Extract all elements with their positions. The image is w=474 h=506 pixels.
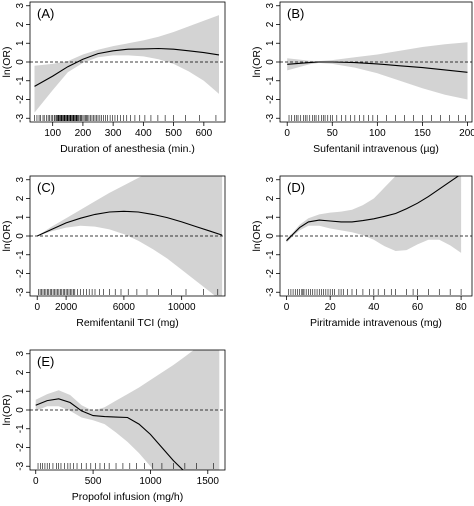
panel-c-y-tick-label: 0 — [15, 233, 26, 239]
panel-b-x-tick-label: 100 — [369, 128, 386, 139]
panel-a-plot-area — [30, 15, 225, 121]
panel-b-confidence-band — [287, 42, 468, 100]
panel-e-estimate-curve — [35, 398, 184, 470]
panel-e-panel-label: (E) — [37, 354, 54, 369]
panel-b-estimate-curve — [287, 61, 468, 73]
panel-c-y-tick-label: 2 — [15, 195, 26, 201]
panel-b: -3 -2 -1 0 1 2 3 0 50 100 150 200 Sufentanil intrave… — [251, 1, 474, 155]
panel-d-x-tick-label: 80 — [456, 302, 468, 313]
panel-d-x-axis-label: Piritramide intravenous (mg) — [310, 317, 442, 329]
panel-c-y-tick-label: -3 — [15, 287, 26, 296]
panel-c-y-tick-label: -2 — [15, 269, 26, 278]
panel-c-y-axis-label: ln(OR) — [1, 221, 13, 252]
panel-e-x-tick-label: 1500 — [197, 476, 220, 487]
panel-c-y-tick-label: 3 — [15, 177, 26, 183]
panel-d-panel-label: (D) — [287, 180, 305, 195]
panel-d-confidence-band — [286, 176, 462, 253]
panel-a-x-tick-label: 500 — [165, 128, 182, 139]
panel-e-x-tick-label: 1000 — [139, 476, 162, 487]
panel-b-y-tick-label: -1 — [265, 76, 276, 85]
panel-a-x-tick-label: 600 — [195, 128, 212, 139]
panel-c-confidence-band — [37, 176, 223, 296]
panel-b-x-tick-label: 150 — [414, 128, 431, 139]
panel-a-x-tick-label: 300 — [105, 128, 122, 139]
panel-c-y-tick-label: -1 — [15, 250, 26, 259]
panel-b-y-tick-label: 1 — [265, 40, 276, 46]
panel-e-y-tick-label: -1 — [15, 424, 26, 433]
panel-b-y-tick-label: -2 — [265, 95, 276, 104]
panel-b-y-tick-label: -3 — [265, 113, 276, 122]
panel-a-y-tick-label: 2 — [15, 21, 26, 27]
panel-b-plot-area — [280, 42, 472, 121]
panel-d-y-axis-label: ln(OR) — [251, 221, 263, 252]
panel-a-x-tick-label: 400 — [135, 128, 152, 139]
panel-e-x-tick-label: 500 — [85, 476, 102, 487]
panel-d-y-tick-label: 1 — [265, 214, 276, 220]
panel-c-x-tick-label: 2000 — [55, 302, 78, 313]
panel-d-y-tick-label: -1 — [265, 250, 276, 259]
panel-e-y-tick-label: 2 — [15, 369, 26, 375]
panel-e-y-tick-label: 1 — [15, 388, 26, 394]
panel-a-y-tick-label: -2 — [15, 95, 26, 104]
panel-a-y-axis-label: ln(OR) — [1, 47, 13, 78]
panel-d-plot-area — [280, 176, 472, 295]
panel-c-plot-area — [30, 176, 225, 296]
panel-b-x-tick-label: 0 — [284, 128, 290, 139]
panel-d-x-tick-label: 60 — [412, 302, 424, 313]
panel-d-x-tick-label: 0 — [284, 302, 290, 313]
panel-a-y-tick-label: -3 — [15, 113, 26, 122]
panel-a-y-tick-label: 0 — [15, 59, 26, 65]
panel-d-estimate-curve — [286, 176, 460, 242]
panel-d: -3 -2 -1 0 1 2 3 0 20 40 60 80 Piritramide intraveno… — [251, 175, 473, 329]
panel-a-y-tick-label: 1 — [15, 40, 26, 46]
panel-e-y-tick-label: 0 — [15, 407, 26, 413]
panel-d-x-tick-label: 20 — [325, 302, 337, 313]
panel-a-x-tick-label: 200 — [75, 128, 92, 139]
panel-e-plot-area — [30, 350, 225, 470]
panel-b-y-tick-label: 2 — [265, 21, 276, 27]
panel-c-x-tick-label: 0 — [34, 302, 40, 313]
panel-b-panel-label: (B) — [287, 6, 304, 21]
panel-c-estimate-curve — [36, 210, 223, 237]
panel-d-y-tick-label: 2 — [265, 195, 276, 201]
panel-b-x-tick-label: 200 — [459, 128, 474, 139]
panel-c-x-axis-label: Remifentanil TCI (mg) — [76, 317, 179, 329]
panel-d-y-tick-label: -2 — [265, 269, 276, 278]
panel-e-x-axis-label: Propofol infusion (mg/h) — [72, 491, 183, 503]
panel-b-y-axis-label: ln(OR) — [251, 47, 263, 78]
panel-e-y-tick-label: -2 — [15, 443, 26, 452]
panel-a-x-tick-label: 100 — [44, 128, 61, 139]
panel-e-y-tick-label: -3 — [15, 461, 26, 470]
panel-a-y-tick-label: -1 — [15, 76, 26, 85]
panel-a-x-axis-label: Duration of anesthesia (min.) — [60, 143, 195, 155]
panel-a-estimate-curve — [34, 47, 220, 87]
panel-e-x-tick-label: 0 — [33, 476, 39, 487]
panel-c-x-tick-label: 6000 — [113, 302, 136, 313]
panel-b-y-tick-label: 0 — [265, 59, 276, 65]
panel-d-y-tick-label: 0 — [265, 233, 276, 239]
panel-d-y-tick-label: -3 — [265, 287, 276, 296]
panel-d-y-tick-label: 3 — [265, 177, 276, 183]
panel-e: -3 -2 -1 0 1 2 3 0 500 1000 1500 Propofol infusion … — [1, 349, 226, 503]
panel-d-x-tick-label: 40 — [368, 302, 380, 313]
panel-b-x-tick-label: 50 — [327, 128, 339, 139]
panel-e-y-axis-label: ln(OR) — [1, 395, 13, 426]
panel-a-confidence-band — [34, 15, 219, 113]
panel-a-y-tick-label: 3 — [15, 3, 26, 9]
panel-e-y-tick-label: 3 — [15, 351, 26, 357]
panel-c: -3 -2 -1 0 1 2 3 0 2000 6000 10000 Remifentanil TCI… — [1, 175, 226, 329]
panel-a-panel-label: (A) — [37, 6, 54, 21]
panel-b-y-tick-label: 3 — [265, 3, 276, 9]
panel-c-panel-label: (C) — [37, 180, 55, 195]
panel-b-x-axis-label: Sufentanil intravenous (µg) — [313, 143, 439, 155]
panel-c-y-tick-label: 1 — [15, 214, 26, 220]
panel-c-x-tick-label: 10000 — [168, 302, 196, 313]
